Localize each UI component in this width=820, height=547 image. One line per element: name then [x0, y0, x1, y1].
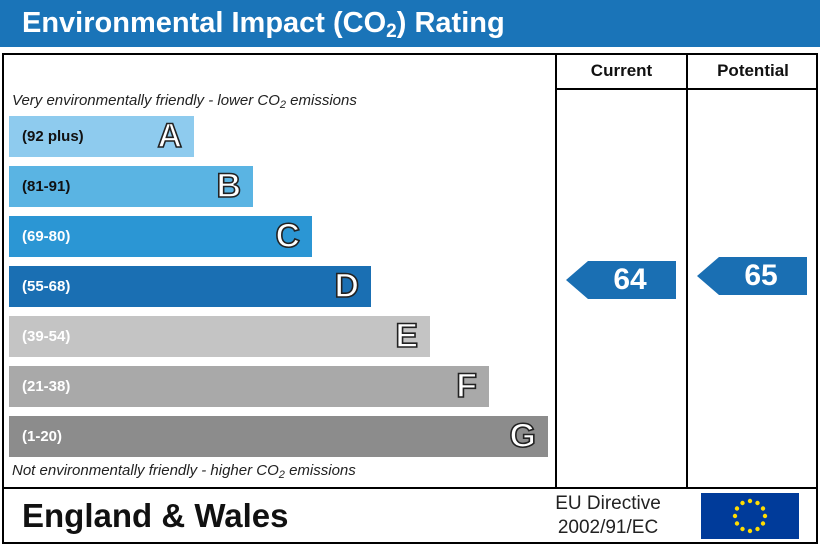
- eu-directive: EU Directive 2002/91/EC: [526, 492, 690, 540]
- band-letter: F: [455, 366, 477, 406]
- band-a: (92 plus) A: [9, 116, 194, 157]
- eu-star: [755, 526, 760, 532]
- title-subscript: 2: [386, 21, 397, 42]
- footer-divider: [2, 487, 818, 489]
- region-label: England & Wales: [22, 497, 289, 534]
- eu-star: [747, 528, 753, 534]
- band-range-label: (21-38): [22, 378, 71, 395]
- band-e: (39-54) E: [9, 316, 430, 357]
- band-letter: G: [509, 416, 537, 456]
- eu-star: [740, 500, 745, 506]
- eu-star: [755, 500, 760, 506]
- band-letter: C: [275, 216, 301, 256]
- band-c: (69-80) C: [9, 216, 312, 257]
- header-divider: [555, 88, 818, 90]
- eu-star: [762, 513, 768, 519]
- divider-potential: [686, 53, 688, 488]
- title-text: Environmental Impact (CO: [22, 7, 387, 39]
- eu-star: [734, 506, 740, 511]
- current-rating-arrow: [566, 261, 676, 299]
- potential-rating-value: 65: [744, 259, 778, 292]
- bottom-caption: Not environmentally friendly - higher CO…: [12, 462, 356, 481]
- band-f: (21-38) F: [9, 366, 489, 407]
- rating-frame: [2, 53, 818, 544]
- column-header-potential: Potential: [717, 61, 789, 80]
- eu-star: [732, 513, 738, 519]
- band-letter: D: [334, 266, 360, 306]
- eu-star: [760, 506, 766, 511]
- potential-rating-arrow: [697, 257, 807, 295]
- band-range-label: (39-54): [22, 328, 71, 345]
- column-header-current: Current: [590, 61, 653, 80]
- band-b: (81-91) B: [9, 166, 253, 207]
- band-g: (1-20) G: [9, 416, 548, 457]
- eu-flag-icon: [701, 493, 799, 539]
- band-range-label: (1-20): [22, 428, 63, 445]
- eu-star: [740, 526, 745, 532]
- current-arrow-shape: [566, 261, 676, 299]
- top-caption: Very environmentally friendly - lower CO…: [12, 92, 357, 111]
- eu-directive-line2: 2002/91/EC: [557, 517, 659, 538]
- eu-star: [734, 521, 740, 526]
- band-range-label: (55-68): [22, 278, 71, 295]
- eu-star: [747, 498, 753, 504]
- band-letter: B: [216, 166, 242, 206]
- band-letter: A: [157, 116, 183, 156]
- band-range-label: (92 plus): [22, 128, 84, 145]
- current-rating-value: 64: [613, 263, 647, 296]
- title-text-end: ) Rating: [396, 7, 505, 39]
- band-range-label: (81-91): [22, 178, 71, 195]
- potential-arrow-shape: [697, 257, 807, 295]
- band-range-label: (69-80): [22, 228, 71, 245]
- divider-current: [555, 53, 557, 488]
- eu-star: [760, 521, 766, 526]
- eu-directive-line1: EU Directive: [555, 493, 661, 514]
- band-letter: E: [395, 316, 419, 356]
- band-d: (55-68) D: [9, 266, 371, 307]
- title-bar: Environmental Impact (CO2) Rating: [0, 0, 820, 47]
